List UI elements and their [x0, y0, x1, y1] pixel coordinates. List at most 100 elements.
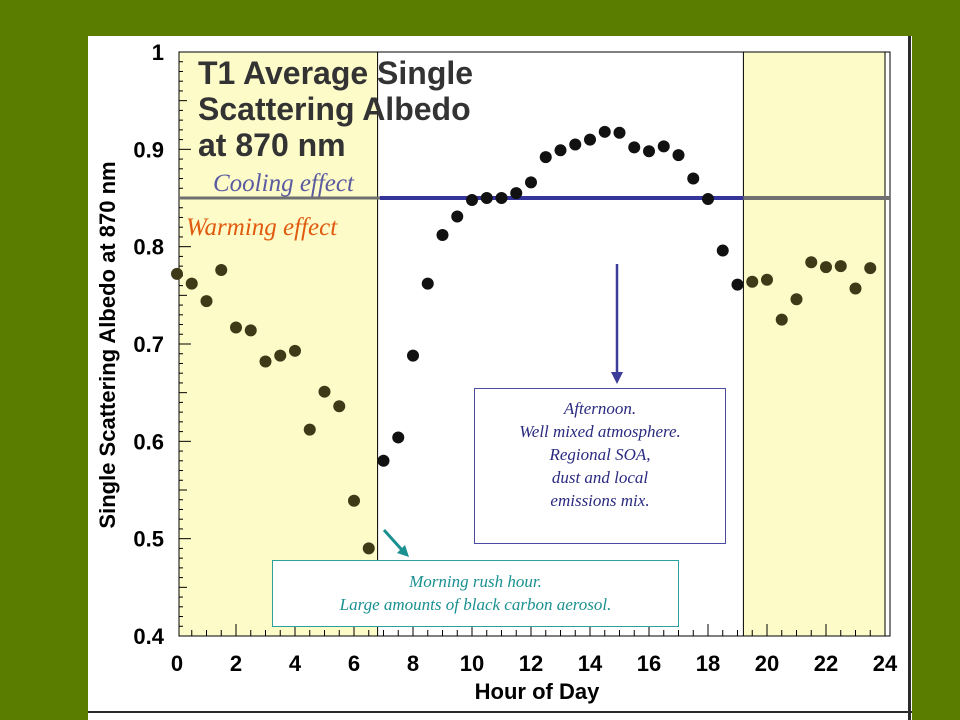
x-tick-label-16: 16: [637, 651, 661, 676]
data-point-8: [274, 349, 287, 362]
y-tick-label-0.6: 0.6: [133, 429, 164, 454]
morning-line-2: Large amounts of black carbon aerosol.: [339, 595, 612, 614]
data-point-41: [761, 273, 773, 286]
morning-annotation: Morning rush hour. Large amounts of blac…: [272, 560, 679, 627]
data-point-36: [687, 172, 700, 185]
warming-effect-label: Warming effect: [186, 214, 338, 241]
data-point-18: [421, 277, 434, 290]
data-point-47: [849, 282, 862, 295]
afternoon-annotation: Afternoon. Well mixed atmosphere. Region…: [474, 388, 726, 544]
data-point-44: [805, 256, 818, 269]
data-point-10: [303, 423, 316, 436]
afternoon-arrow-head: [611, 372, 623, 384]
chart-title: T1 Average Single Scattering Albedo at 8…: [198, 55, 473, 163]
data-point-5: [230, 321, 242, 334]
x-tick-label-6: 6: [348, 651, 360, 676]
afternoon-line-2: Well mixed atmosphere.: [519, 422, 681, 441]
y-tick-label-0.7: 0.7: [133, 332, 164, 357]
data-point-1: [171, 267, 183, 280]
data-point-35: [672, 149, 685, 162]
data-point-22: [480, 192, 493, 204]
data-point-25: [525, 176, 537, 189]
x-tick-label-14: 14: [578, 651, 603, 676]
highlight-band-2: [742, 51, 886, 637]
slide-edge-right: [908, 36, 911, 720]
afternoon-line-3: Regional SOA,: [549, 445, 651, 464]
data-point-33: [643, 145, 655, 158]
data-point-15: [377, 454, 390, 467]
data-point-6: [244, 324, 257, 337]
data-point-42: [775, 313, 788, 326]
data-point-19: [436, 228, 449, 241]
data-point-38: [716, 244, 729, 257]
x-axis-title: Hour of Day: [475, 679, 600, 704]
data-point-29: [584, 133, 596, 146]
y-tick-label-0.5: 0.5: [133, 527, 164, 552]
data-point-26: [539, 151, 552, 164]
data-point-14: [362, 542, 375, 555]
data-point-9: [289, 344, 301, 357]
x-tick-label-18: 18: [696, 651, 720, 676]
data-point-31: [613, 126, 626, 139]
data-point-13: [348, 494, 360, 507]
data-point-34: [657, 140, 670, 153]
x-tick-label-12: 12: [519, 651, 543, 676]
x-tick-label-20: 20: [755, 651, 779, 676]
data-point-3: [200, 295, 213, 308]
highlight-band-1: [178, 51, 379, 637]
chart-title-line-3: at 870 nm: [198, 127, 346, 163]
y-tick-label-1: 1: [152, 40, 164, 65]
y-axis-title: Single Scattering Albedo at 870 nm: [95, 161, 120, 528]
data-point-16: [392, 431, 405, 444]
data-point-37: [702, 192, 714, 205]
data-points: [171, 125, 877, 555]
x-tick-label-22: 22: [814, 651, 838, 676]
data-point-24: [510, 187, 523, 200]
data-point-43: [790, 293, 803, 306]
highlight-bands: [178, 51, 886, 637]
y-tick-labels: 0.4 0.5 0.6 0.7 0.8 0.9 1: [133, 40, 164, 649]
x-tick-label-0: 0: [171, 651, 183, 676]
afternoon-line-1: Afternoon.: [563, 399, 637, 418]
y-tick-label-0.4: 0.4: [133, 624, 164, 649]
x-tick-label-10: 10: [460, 651, 484, 676]
morning-arrow-head: [397, 545, 409, 557]
data-point-7: [259, 355, 272, 368]
data-point-45: [820, 261, 832, 274]
afternoon-arrow: [611, 264, 623, 384]
data-point-12: [333, 400, 346, 413]
data-point-17: [407, 349, 419, 362]
data-point-11: [318, 385, 331, 398]
y-tick-label-0.9: 0.9: [133, 137, 164, 162]
cooling-effect-label: Cooling effect: [213, 170, 355, 197]
morning-arrow-shaft: [382, 528, 404, 552]
morning-line-1: Morning rush hour.: [409, 572, 542, 591]
chart-title-line-1: T1 Average Single: [198, 55, 473, 91]
y-tick-label-0.8: 0.8: [133, 235, 164, 260]
x-tick-label-4: 4: [289, 651, 302, 676]
chart-title-line-2: Scattering Albedo: [198, 91, 471, 127]
data-point-20: [451, 210, 464, 223]
x-tick-label-24: 24: [873, 651, 898, 676]
data-point-21: [466, 193, 478, 206]
data-point-28: [569, 138, 582, 151]
data-point-27: [554, 144, 567, 157]
data-point-4: [215, 264, 228, 277]
x-tick-labels: 0 2 4 6 8 10 12 14 16 18 20 22 24: [171, 651, 898, 676]
data-point-32: [628, 141, 641, 154]
data-point-46: [834, 260, 847, 273]
morning-arrow: [382, 528, 409, 557]
data-point-23: [495, 192, 508, 204]
data-point-2: [185, 277, 198, 290]
slide-edge-bottom: [88, 711, 912, 713]
data-point-48: [864, 262, 877, 275]
x-tick-label-8: 8: [407, 651, 419, 676]
afternoon-line-5: emissions mix.: [550, 491, 650, 510]
tick-marks: [179, 51, 886, 637]
afternoon-line-4: dust and local: [551, 468, 649, 487]
plot-frame: [178, 51, 891, 637]
data-point-30: [598, 125, 611, 138]
data-point-40: [746, 275, 759, 288]
x-tick-label-2: 2: [230, 651, 242, 676]
